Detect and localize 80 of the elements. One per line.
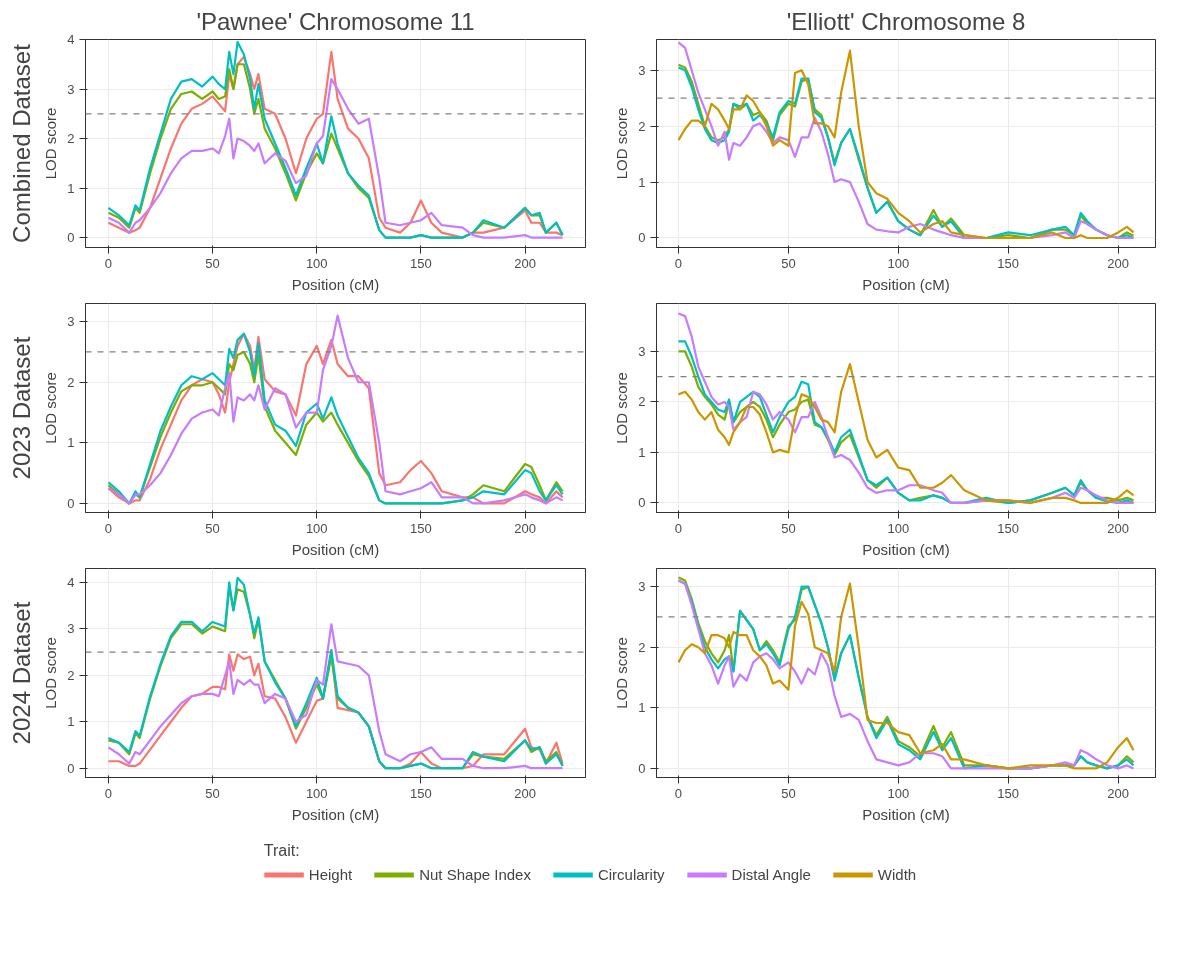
x-axis-title: Position (cM) <box>862 275 950 293</box>
x-tick-label: 200 <box>514 520 536 536</box>
legend-label: Circularity <box>597 865 665 883</box>
text: 2023 Dataset <box>7 336 35 480</box>
x-tick-label: 100 <box>305 520 328 536</box>
x-axis-title: Position (cM) <box>291 805 380 823</box>
y-tick-label: 1 <box>67 714 75 730</box>
y-tick-label: 3 <box>638 579 646 595</box>
x-axis-title: Position (cM) <box>291 540 380 558</box>
y-tick-label: 2 <box>67 374 75 390</box>
x-tick-label: 100 <box>887 520 910 536</box>
y-tick-label: 3 <box>638 62 646 78</box>
y-tick-label: 0 <box>67 230 75 246</box>
y-tick-label: 4 <box>67 32 75 47</box>
y-tick-label: 0 <box>67 760 75 776</box>
y-tick-label: 2 <box>67 667 75 683</box>
x-axis-title: Position (cM) <box>862 805 950 823</box>
legend-label: Distal Angle <box>731 865 811 883</box>
chart-title: 'Pawnee' Chromosome 11 <box>196 7 475 35</box>
y-tick-label: 2 <box>638 118 646 134</box>
x-tick-label: 50 <box>781 785 796 801</box>
x-tick-label: 0 <box>674 255 683 271</box>
chart-title: 'Elliott' Chromosome 8 <box>786 7 1026 35</box>
x-tick-label: 200 <box>514 255 536 271</box>
x-tick-label: 200 <box>1107 520 1129 536</box>
y-tick-label: 2 <box>67 131 75 147</box>
x-axis-title: Position (cM) <box>862 540 950 558</box>
x-tick-label: 100 <box>887 255 910 271</box>
y-tick-label: 4 <box>67 574 75 590</box>
line-series <box>107 623 564 770</box>
x-tick-label: 0 <box>104 255 113 271</box>
y-tick-label: 0 <box>638 760 646 776</box>
y-axis-title: LOD score <box>613 107 631 180</box>
y-axis-title: LOD score <box>42 372 60 444</box>
y-tick-label: 1 <box>67 435 75 451</box>
x-tick-label: 200 <box>1107 785 1129 801</box>
x-tick-label: 50 <box>781 255 796 271</box>
text: Combined Dataset <box>7 43 35 243</box>
y-tick-label: 0 <box>638 495 646 511</box>
x-tick-label: 50 <box>205 785 220 801</box>
y-tick-label: 2 <box>638 394 646 410</box>
x-tick-label: 200 <box>514 785 536 801</box>
legend-title: Trait: <box>263 841 301 859</box>
text: 2024 Dataset <box>7 601 35 745</box>
x-tick-label: 150 <box>997 520 1020 536</box>
y-tick-label: 0 <box>638 230 646 246</box>
y-axis-title: LOD score <box>613 372 631 444</box>
y-tick-label: 0 <box>67 495 75 511</box>
y-tick-label: 1 <box>638 700 646 716</box>
x-tick-label: 0 <box>104 520 113 536</box>
x-tick-label: 50 <box>781 520 796 536</box>
x-tick-label: 50 <box>205 520 220 536</box>
x-tick-label: 50 <box>205 255 220 271</box>
y-tick-label: 3 <box>67 314 75 330</box>
x-tick-label: 150 <box>410 785 432 801</box>
legend-label: Nut Shape Index <box>419 865 531 883</box>
legend-label: Height <box>308 865 353 883</box>
y-tick-label: 1 <box>67 180 75 196</box>
y-axis-title: LOD score <box>42 107 60 180</box>
x-tick-label: 150 <box>997 785 1020 801</box>
x-tick-label: 100 <box>887 785 910 801</box>
x-tick-label: 0 <box>674 520 683 536</box>
x-tick-label: 150 <box>997 255 1020 271</box>
y-axis-title: LOD score <box>42 637 60 709</box>
y-tick-label: 1 <box>638 174 646 190</box>
x-tick-label: 100 <box>305 255 328 271</box>
legend-label: Width <box>877 865 917 883</box>
y-tick-label: 2 <box>638 639 646 655</box>
y-axis-title: LOD score <box>613 637 631 709</box>
y-tick-label: 3 <box>67 621 75 637</box>
x-tick-label: 150 <box>410 255 432 271</box>
x-tick-label: 0 <box>104 785 113 801</box>
x-tick-label: 0 <box>674 785 683 801</box>
y-tick-label: 3 <box>638 343 646 359</box>
y-tick-label: 3 <box>67 81 75 97</box>
x-axis-title: Position (cM) <box>291 275 380 293</box>
x-tick-label: 200 <box>1107 255 1129 271</box>
x-tick-label: 100 <box>305 785 328 801</box>
x-tick-label: 150 <box>410 520 432 536</box>
y-tick-label: 1 <box>638 444 646 460</box>
